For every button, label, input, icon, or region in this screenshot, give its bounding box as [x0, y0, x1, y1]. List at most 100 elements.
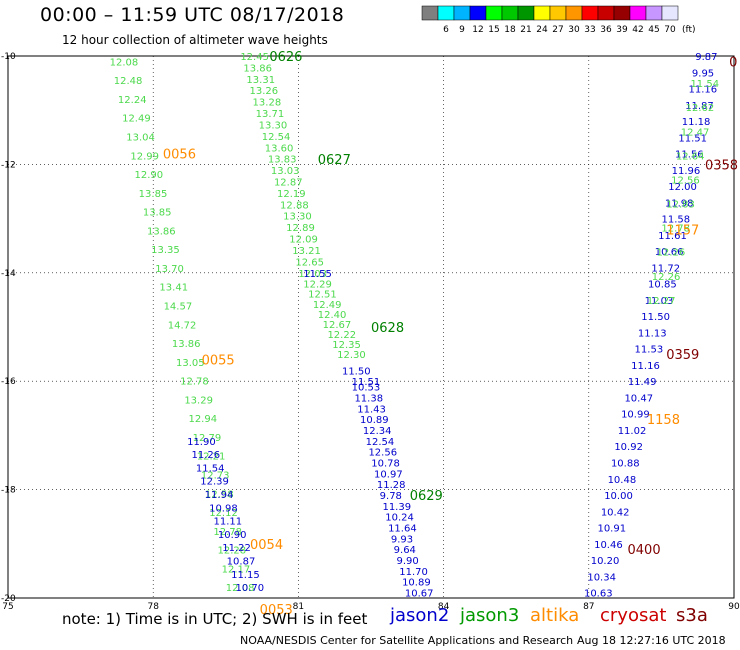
swh-data-label: 11.96 — [672, 166, 701, 177]
swh-data-label: 12.40 — [318, 310, 347, 321]
pass-number-label: 0629 — [410, 489, 443, 504]
swh-data-label: 11.50 — [342, 366, 371, 377]
color-bin-label: 24 — [536, 25, 548, 35]
swh-data-label: 10.78 — [371, 459, 400, 470]
color-bin-label: 9 — [459, 25, 465, 35]
swh-data-label: 11.54 — [690, 79, 719, 90]
swh-data-label: 14.72 — [168, 320, 197, 331]
swh-data-label: 10.88 — [611, 459, 640, 470]
swh-data-label: 9.90 — [396, 556, 418, 567]
swh-data-label: 11.16 — [631, 361, 660, 372]
swh-data-label: 12.08 — [110, 57, 139, 68]
y-tick-label: -14 — [1, 269, 16, 279]
page-title: 00:00 – 11:59 UTC 08/17/2018 — [40, 4, 345, 26]
swh-data-label: 10.98 — [209, 503, 238, 514]
swh-data-label: 10.87 — [227, 557, 256, 568]
swh-data-label: 12.78 — [213, 527, 242, 538]
swh-data-label: 10.67 — [405, 589, 434, 600]
swh-data-label: 10.53 — [352, 383, 381, 394]
swh-data-label: 9.78 — [380, 491, 402, 502]
swh-data-label: 11.38 — [354, 393, 383, 404]
swh-data-label: 12.79 — [193, 433, 222, 444]
pass-number-label: 0627 — [318, 153, 351, 168]
swh-data-label: 11.56 — [675, 150, 704, 161]
swh-data-label: 10.46 — [594, 540, 623, 551]
swh-data-label: 13.85 — [143, 208, 172, 219]
chart-subtitle: 12 hour collection of altimeter wave hei… — [62, 33, 328, 47]
color-bin-label: 6 — [443, 25, 449, 35]
x-tick-label: 81 — [293, 602, 304, 612]
swh-data-label: 11.53 — [635, 345, 664, 356]
swh-data-label: 10.89 — [402, 578, 431, 589]
swh-data-label: 11.51 — [678, 133, 707, 144]
swh-data-label: 10.92 — [614, 442, 643, 453]
swh-data-label: 13.86 — [172, 339, 201, 350]
swh-data-label: 13.05 — [176, 358, 205, 369]
swh-data-label: 10.34 — [587, 572, 616, 583]
swh-data-label: 12.21 — [197, 452, 226, 463]
swh-data-label: 12.62 — [686, 103, 715, 114]
color-bin-label: 12 — [472, 25, 483, 35]
color-bin-label: 45 — [648, 25, 659, 35]
swh-data-label: 11.13 — [638, 328, 667, 339]
swh-data-label: 9.95 — [692, 68, 714, 79]
swh-data-label: 11.15 — [231, 570, 260, 581]
swh-data-label: 12.78 — [180, 377, 209, 388]
color-bin-label: 27 — [552, 25, 563, 35]
y-tick-label: -10 — [1, 52, 16, 62]
swh-data-label: 10.99 — [621, 410, 650, 421]
swh-data-label: 10.47 — [624, 393, 653, 404]
swh-data-label: 13.71 — [256, 109, 285, 120]
pass-number-label: 0056 — [163, 148, 196, 163]
swh-data-label: 12.08 — [226, 583, 255, 594]
swh-data-label: 11.98 — [665, 198, 694, 209]
swh-data-label: 11.03 — [645, 296, 674, 307]
swh-data-label: 11.02 — [618, 426, 647, 437]
swh-data-label: 12.00 — [668, 182, 697, 193]
pass-number-label: 0400 — [628, 543, 661, 558]
swh-data-label: 12.26 — [657, 248, 686, 259]
swh-data-label: 11.28 — [377, 480, 406, 491]
swh-data-label: 13.29 — [184, 395, 213, 406]
swh-data-label: 12.22 — [327, 330, 356, 341]
swh-data-label: 11.22 — [222, 543, 251, 554]
swh-data-label: 12.19 — [277, 189, 306, 200]
swh-data-label: 14.57 — [164, 302, 193, 313]
swh-data-label: 13.41 — [159, 283, 188, 294]
pass-number-label: 0054 — [250, 538, 283, 553]
swh-data-label: 10.70 — [235, 583, 264, 594]
swh-data-label: 11.26 — [191, 450, 220, 461]
swh-data-label: 10.91 — [597, 524, 626, 535]
swh-data-label: 9.93 — [391, 534, 413, 545]
pass-number-label: 0359 — [666, 348, 699, 363]
pass-number-label: 0358 — [705, 158, 738, 173]
swh-data-label: 13.31 — [246, 75, 275, 86]
color-bin-label: 70 — [664, 25, 676, 35]
swh-data-label: 12.73 — [201, 471, 230, 482]
swh-data-label: 13.30 — [283, 212, 312, 223]
swh-data-label: 12.03 — [298, 269, 327, 280]
swh-data-label: 12.54 — [262, 132, 291, 143]
swh-data-label: 12.83 — [666, 200, 695, 211]
swh-data-label: 11.58 — [662, 215, 691, 226]
legend-jason3: jason3 — [460, 605, 520, 626]
swh-data-label: 10.24 — [385, 513, 414, 524]
pass-number-label: 1157 — [666, 223, 699, 238]
swh-data-label: 12.49 — [122, 114, 151, 125]
y-tick-label: -12 — [1, 160, 16, 170]
swh-data-label: 12.39 — [200, 477, 229, 488]
pass-number-label: 0053 — [260, 603, 293, 618]
swh-data-label: 11.39 — [382, 502, 411, 513]
swh-data-label: 9.87 — [695, 52, 717, 63]
swh-data-label: 10.85 — [648, 280, 677, 291]
color-scale-unit: (ft) — [682, 25, 696, 35]
color-bin-label: 42 — [632, 25, 643, 35]
swh-data-label: 13.35 — [151, 245, 180, 256]
swh-data-label: 12.56 — [368, 448, 397, 459]
swh-data-label: 12.67 — [323, 320, 352, 331]
swh-data-label: 11.50 — [641, 312, 670, 323]
swh-data-label: 11.51 — [352, 377, 381, 388]
swh-data-label: 12.58 — [205, 489, 234, 500]
swh-data-label: 10.97 — [374, 469, 403, 480]
swh-data-label: 13.60 — [265, 143, 294, 154]
